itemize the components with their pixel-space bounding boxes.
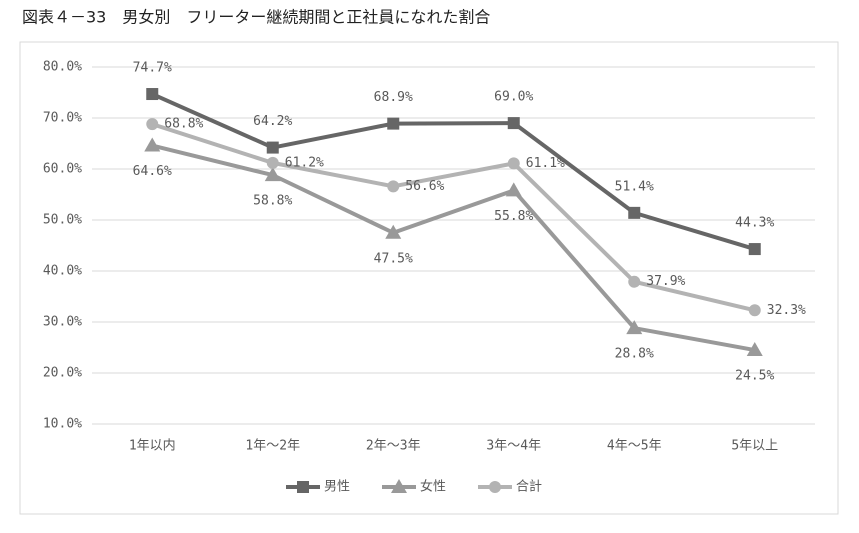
data-point bbox=[266, 156, 279, 169]
y-tick-label: 50.0% bbox=[43, 213, 82, 228]
data-label: 74.7% bbox=[133, 61, 172, 76]
legend-label: 男性 bbox=[324, 480, 350, 495]
data-point bbox=[266, 141, 279, 154]
legend-label: 女性 bbox=[420, 479, 446, 495]
x-tick-label: 3年～4年 bbox=[486, 439, 541, 454]
data-label: 24.5% bbox=[735, 369, 774, 384]
data-label: 56.6% bbox=[405, 179, 444, 194]
y-tick-label: 10.0% bbox=[43, 417, 82, 432]
data-point bbox=[507, 157, 520, 170]
data-label: 64.6% bbox=[133, 164, 172, 179]
data-point bbox=[748, 243, 761, 256]
data-point bbox=[387, 117, 400, 130]
y-tick-label: 80.0% bbox=[43, 60, 82, 75]
data-point bbox=[628, 275, 641, 288]
y-tick-label: 30.0% bbox=[43, 315, 82, 330]
x-tick-label: 1年以内 bbox=[129, 438, 176, 454]
y-tick-label: 60.0% bbox=[43, 162, 82, 177]
data-point bbox=[385, 224, 402, 239]
data-point bbox=[628, 206, 641, 219]
data-label: 44.3% bbox=[735, 216, 774, 231]
data-label: 61.1% bbox=[526, 156, 565, 171]
data-label: 58.8% bbox=[253, 194, 292, 209]
data-label: 61.2% bbox=[285, 155, 324, 170]
data-label: 47.5% bbox=[374, 251, 413, 266]
data-label: 37.9% bbox=[646, 274, 685, 289]
y-tick-label: 40.0% bbox=[43, 264, 82, 279]
data-point bbox=[146, 118, 159, 131]
x-tick-label: 4年～5年 bbox=[607, 439, 662, 454]
data-point bbox=[507, 117, 520, 130]
series-line bbox=[151, 92, 756, 251]
data-point bbox=[746, 342, 763, 357]
legend-label: 合計 bbox=[516, 479, 542, 495]
y-tick-label: 70.0% bbox=[43, 111, 82, 126]
data-point bbox=[144, 137, 161, 152]
data-point bbox=[626, 320, 643, 335]
data-label: 68.9% bbox=[374, 90, 413, 105]
chart-title: 図表４－33 男女別 フリーター継続期間と正社員になれた割合 bbox=[22, 8, 490, 27]
data-point bbox=[146, 88, 159, 101]
legend-marker bbox=[391, 479, 407, 493]
legend-marker bbox=[297, 481, 309, 493]
legend-marker bbox=[489, 481, 501, 493]
x-tick-label: 1年～2年 bbox=[245, 439, 300, 454]
data-label: 51.4% bbox=[615, 179, 654, 194]
data-label: 28.8% bbox=[615, 347, 654, 362]
data-point bbox=[387, 180, 400, 193]
data-label: 64.2% bbox=[253, 114, 292, 129]
data-label: 69.0% bbox=[494, 90, 533, 105]
data-label: 68.8% bbox=[164, 117, 203, 132]
x-tick-label: 2年～3年 bbox=[366, 439, 421, 454]
data-point bbox=[264, 167, 281, 182]
data-point bbox=[748, 304, 761, 317]
x-tick-label: 5年以上 bbox=[731, 439, 778, 454]
data-label: 32.3% bbox=[767, 303, 806, 318]
data-label: 55.8% bbox=[494, 209, 533, 224]
series-line bbox=[151, 122, 756, 313]
series-line bbox=[151, 143, 756, 353]
data-point bbox=[505, 182, 522, 197]
y-tick-label: 20.0% bbox=[43, 366, 82, 381]
